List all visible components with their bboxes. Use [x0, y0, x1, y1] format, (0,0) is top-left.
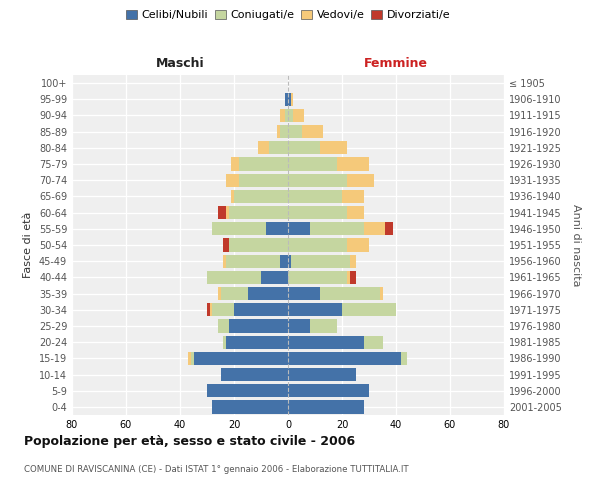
Bar	[385, 222, 394, 235]
Bar	[288, 368, 355, 381]
Bar	[261, 270, 288, 284]
Bar	[302, 125, 323, 138]
Bar	[226, 336, 288, 349]
Bar	[212, 400, 288, 413]
Text: Femmine: Femmine	[364, 57, 428, 70]
Bar	[232, 190, 234, 203]
Bar	[288, 141, 320, 154]
Bar	[342, 190, 364, 203]
Bar	[288, 92, 290, 106]
Text: Maschi: Maschi	[155, 57, 205, 70]
Bar	[288, 190, 342, 203]
Bar	[229, 320, 288, 332]
Bar	[229, 206, 288, 220]
Bar	[380, 287, 383, 300]
Bar	[288, 400, 364, 413]
Bar	[280, 254, 288, 268]
Bar	[288, 206, 347, 220]
Bar	[310, 320, 337, 332]
Bar	[347, 174, 374, 187]
Bar	[347, 270, 350, 284]
Bar	[223, 238, 229, 252]
Bar	[232, 158, 239, 170]
Y-axis label: Fasce di età: Fasce di età	[23, 212, 33, 278]
Bar	[218, 320, 229, 332]
Bar	[226, 206, 229, 220]
Text: Popolazione per età, sesso e stato civile - 2006: Popolazione per età, sesso e stato civil…	[24, 435, 355, 448]
Bar	[280, 125, 288, 138]
Bar	[364, 222, 385, 235]
Bar	[288, 254, 290, 268]
Bar	[193, 352, 288, 365]
Bar	[288, 238, 347, 252]
Bar	[188, 352, 191, 365]
Bar	[342, 303, 396, 316]
Bar	[320, 287, 380, 300]
Bar	[288, 384, 369, 398]
Bar	[229, 238, 288, 252]
Bar	[259, 141, 269, 154]
Bar	[290, 92, 293, 106]
Bar	[218, 206, 226, 220]
Bar	[248, 287, 288, 300]
Bar	[207, 384, 288, 398]
Bar	[221, 287, 248, 300]
Y-axis label: Anni di nascita: Anni di nascita	[571, 204, 581, 286]
Bar	[288, 336, 364, 349]
Bar	[288, 287, 320, 300]
Bar	[288, 320, 310, 332]
Bar	[212, 222, 266, 235]
Bar	[293, 109, 304, 122]
Bar	[212, 303, 234, 316]
Bar	[280, 109, 286, 122]
Legend: Celibi/Nubili, Coniugati/e, Vedovi/e, Divorziati/e: Celibi/Nubili, Coniugati/e, Vedovi/e, Di…	[121, 6, 455, 25]
Bar	[269, 141, 288, 154]
Bar	[234, 303, 288, 316]
Bar	[223, 254, 226, 268]
Bar	[226, 174, 239, 187]
Bar	[239, 158, 288, 170]
Bar	[239, 174, 288, 187]
Bar	[288, 109, 293, 122]
Bar	[288, 222, 310, 235]
Bar	[277, 125, 280, 138]
Bar	[288, 174, 347, 187]
Bar	[337, 158, 369, 170]
Bar	[286, 92, 288, 106]
Bar	[347, 206, 364, 220]
Bar	[288, 158, 337, 170]
Bar	[221, 368, 288, 381]
Bar	[288, 303, 342, 316]
Bar	[286, 109, 288, 122]
Bar	[350, 254, 355, 268]
Bar	[364, 336, 383, 349]
Text: COMUNE DI RAVISCANINA (CE) - Dati ISTAT 1° gennaio 2006 - Elaborazione TUTTITALI: COMUNE DI RAVISCANINA (CE) - Dati ISTAT …	[24, 465, 409, 474]
Bar	[210, 303, 212, 316]
Bar	[401, 352, 407, 365]
Bar	[218, 287, 221, 300]
Bar	[234, 190, 288, 203]
Bar	[288, 352, 401, 365]
Bar	[347, 238, 369, 252]
Bar	[226, 254, 280, 268]
Bar	[223, 336, 226, 349]
Bar	[266, 222, 288, 235]
Bar	[288, 125, 302, 138]
Bar	[320, 141, 347, 154]
Bar	[207, 303, 210, 316]
Bar	[207, 270, 261, 284]
Bar	[288, 270, 347, 284]
Bar	[350, 270, 355, 284]
Bar	[290, 254, 350, 268]
Bar	[310, 222, 364, 235]
Bar	[191, 352, 193, 365]
